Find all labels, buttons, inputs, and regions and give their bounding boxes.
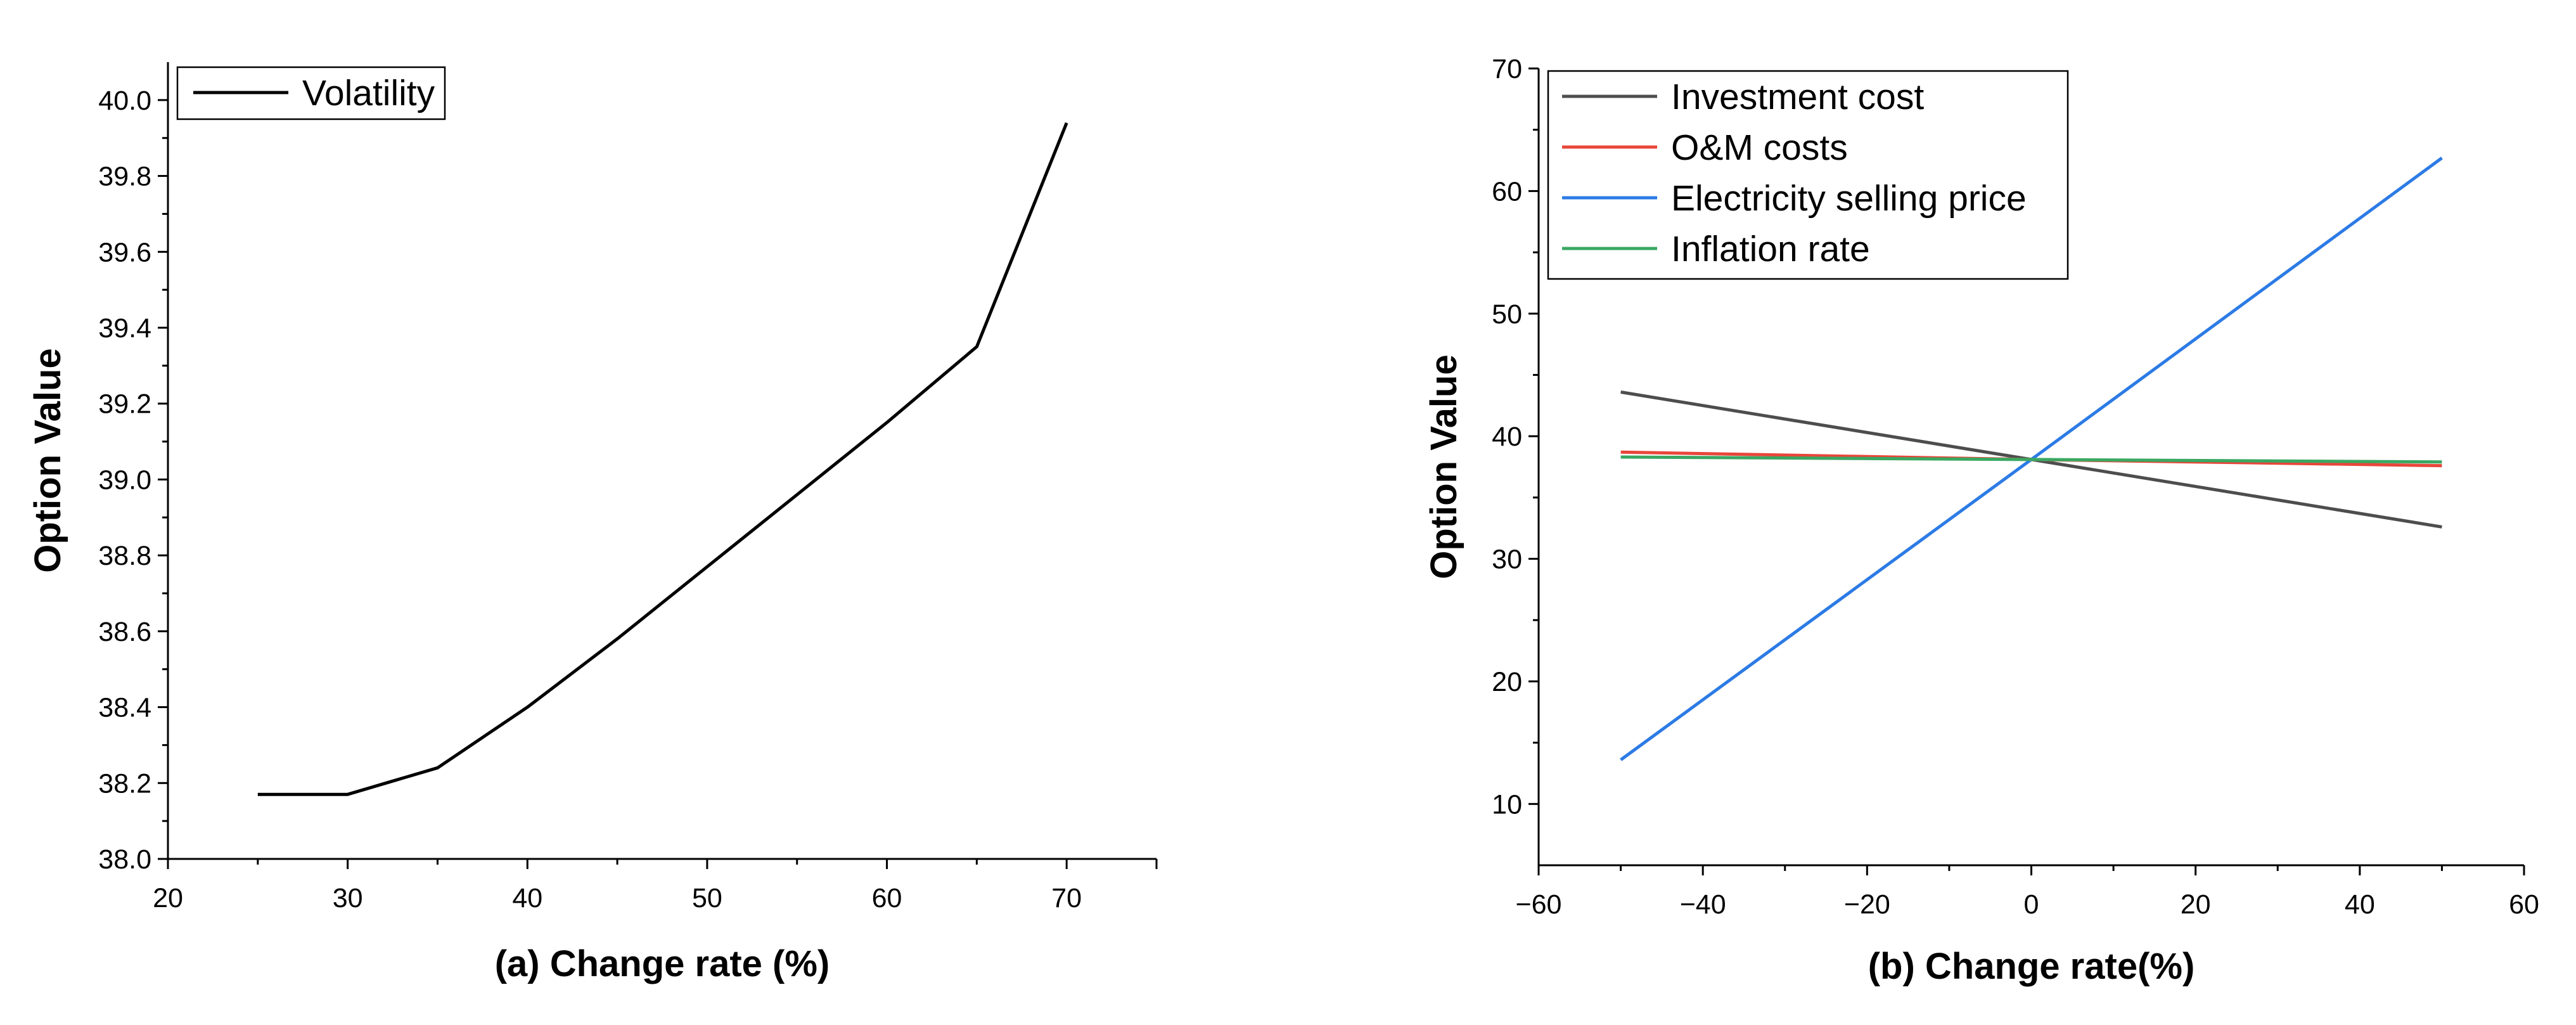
legend-label: Investment cost <box>1671 77 1924 117</box>
x-tick-label: 60 <box>2509 889 2539 920</box>
y-tick-label: 20 <box>1492 667 1522 697</box>
series-line-volatility <box>257 122 1068 796</box>
x-tick-label: 70 <box>1051 883 1082 913</box>
y-tick-label: 38.6 <box>98 617 151 647</box>
y-tick-label: 10 <box>1492 789 1522 820</box>
y-tick-label: 40 <box>1492 422 1522 452</box>
chart-b: 10 20 30 40 50 60 70 −60 −40 −20 0 20 40 60 (b) Change… <box>1423 54 2539 987</box>
y-tick-label: 39.2 <box>98 389 151 420</box>
x-tick-label: −20 <box>1844 889 1890 920</box>
x-tick-label: 40 <box>512 883 542 913</box>
legend-label: Volatility <box>302 73 435 113</box>
y-tick-label: 38.0 <box>98 844 151 875</box>
y-tick-label: 60 <box>1492 176 1522 207</box>
y-tick-label: 40.0 <box>98 86 151 116</box>
legend-box <box>1547 70 2069 280</box>
y-tick-label: 30 <box>1492 545 1522 575</box>
x-tick-label: 50 <box>692 883 722 913</box>
y-tick-label: 39.4 <box>98 313 151 344</box>
x-tick-label: 20 <box>153 883 183 913</box>
y-tick-label: 50 <box>1492 299 1522 330</box>
y-tick-label: 38.4 <box>98 693 151 723</box>
y-tick-label: 38.8 <box>98 541 151 571</box>
legend: Volatility <box>176 66 446 120</box>
chart-a: 38.0 38.2 38.4 38.6 38.8 39.0 39.2 39.4 39.6 39.8… <box>27 62 1158 984</box>
y-axis-title: Option Value <box>1423 354 1464 579</box>
y-axis-title: Option Value <box>27 348 68 573</box>
legend-label: Inflation rate <box>1671 229 1870 269</box>
x-axis-title: (b) Change rate(%) <box>1868 946 2195 987</box>
x-tick-label: 40 <box>2345 889 2375 920</box>
legend-label: O&M costs <box>1671 127 1848 168</box>
y-tick-label: 39.8 <box>98 162 151 192</box>
x-tick-label: 20 <box>2181 889 2211 920</box>
x-tick-label: −40 <box>1680 889 1726 920</box>
x-axis-title: (a) Change rate (%) <box>495 943 830 984</box>
x-tick-label: 60 <box>872 883 902 913</box>
y-tick-label: 70 <box>1492 54 1522 84</box>
x-tick-label: 30 <box>333 883 363 913</box>
x-tick-label: 0 <box>2024 889 2039 920</box>
y-tick-label: 39.6 <box>98 237 151 268</box>
series-line-inflation-rate <box>1620 455 2442 464</box>
y-tick-label: 38.2 <box>98 768 151 799</box>
x-tick-label: −60 <box>1516 889 1562 920</box>
y-tick-label: 39.0 <box>98 465 151 495</box>
legend: Investment cost O&M costs Electricity sell… <box>1547 70 2069 280</box>
legend-label: Electricity selling price <box>1671 178 2027 219</box>
